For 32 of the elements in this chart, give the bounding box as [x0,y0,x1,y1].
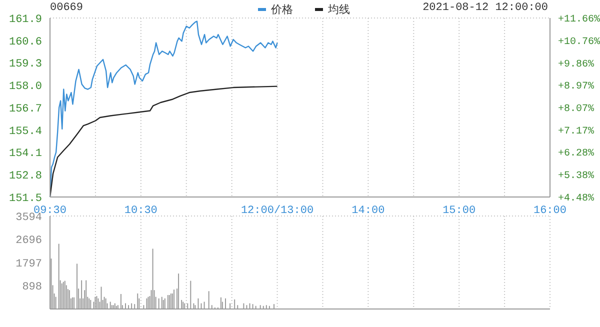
y-tick-label: 152.8 [8,170,42,183]
chart-subtitle: 2021-08-12 12:00:00 [422,2,548,14]
x-tick-label: 10:30 [124,204,158,217]
y-tick-label: 151.5 [8,192,42,205]
chart-title: 00669 [50,2,84,14]
x-tick-label: 16:00 [533,204,567,217]
y-tick-label: 156.7 [8,103,42,116]
y-tick-label: 161.9 [8,14,42,26]
y-tick-label: 3594 [16,212,42,224]
legend-label: 均线 [328,3,350,17]
y2-tick-label: +4.48% [558,194,594,205]
y-tick-label: 898 [22,282,42,294]
y-tick-label: 155.4 [8,126,42,138]
line-series [49,86,278,197]
y-tick-label: 154.1 [8,148,42,160]
y2-tick-label: +10.76% [558,36,600,48]
y-tick-label: 158.0 [8,81,42,94]
y2-tick-label: +8.07% [558,104,594,116]
y-tick-label: 159.3 [8,58,42,71]
x-tick-label: 14:00 [352,204,385,217]
x-tick-label: 12:00/13:00 [240,204,314,217]
y2-tick-label: +8.97% [558,82,594,93]
legend-label: 价格 [271,3,293,17]
y2-tick-label: +7.17% [558,126,594,138]
y2-tick-label: +11.66% [558,14,600,26]
y-tick-label: 160.6 [8,36,42,48]
y2-tick-label: +9.86% [558,59,594,70]
y-tick-label: 2696 [16,235,42,248]
y-tick-label: 1797 [16,258,42,270]
y2-tick-label: +6.28% [558,148,594,160]
x-tick-label: 15:00 [442,204,476,217]
y2-tick-label: +5.38% [558,171,594,182]
